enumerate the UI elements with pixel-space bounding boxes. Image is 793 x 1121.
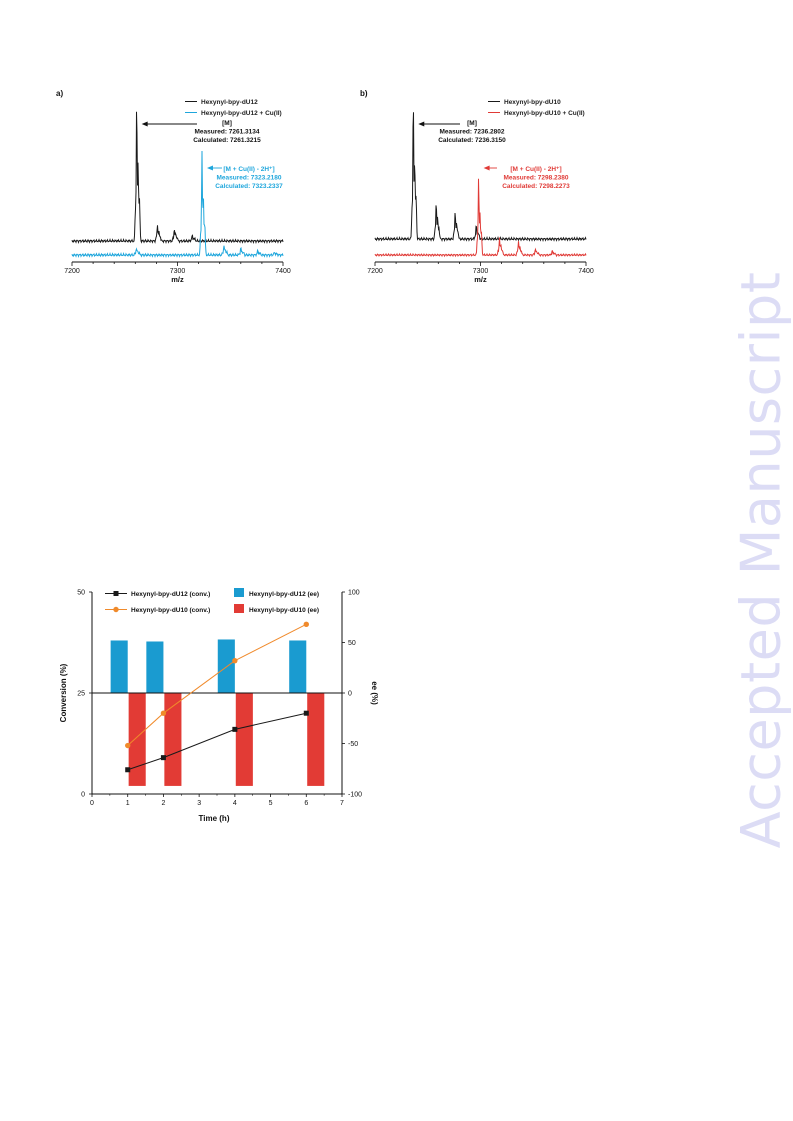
legend-label: Hexynyl-bpy-dU12 xyxy=(201,99,258,106)
conv-du12-point xyxy=(232,726,238,732)
x-tick-label: 7300 xyxy=(170,268,186,275)
ee-bar-du12 xyxy=(289,640,307,693)
ee-bar-du12 xyxy=(110,640,128,693)
conv-du10-line xyxy=(127,623,307,746)
legend-label: Hexynyl-bpy-dU10 (conv.) xyxy=(131,607,210,614)
mass-spectrum-panel-a: a) 7200 7300 7400 m/z Hexynyl-bpy-dU12 Hexynyl… xyxy=(56,89,291,284)
x-tick-label: 7300 xyxy=(473,268,489,275)
conv-du12-point xyxy=(160,755,166,761)
conv-du12-line xyxy=(127,712,307,771)
y-right-tick-label: 0 xyxy=(348,691,352,698)
conv-du10-point xyxy=(160,710,167,716)
legend-marker xyxy=(113,591,119,596)
conv-du10-point xyxy=(303,621,309,628)
x-tick-label: 7200 xyxy=(367,268,383,275)
y-axis-title: Conversion (%) xyxy=(59,663,68,722)
legend-label: Hexynyl-bpy-dU12 (conv.) xyxy=(131,591,210,598)
annotation-arrow-head xyxy=(418,121,425,127)
annotation-text-free: Calculated: 7236.3150 xyxy=(438,137,506,144)
ee-bar-du12 xyxy=(217,639,235,693)
ee-bar-du10 xyxy=(128,693,146,786)
conversion-ee-chart: 0 1 2 3 4 5 6 7 Time (h) 0 25 50 Conversion (%) -100 -… xyxy=(59,588,379,823)
annotation-arrow-head xyxy=(483,165,490,171)
watermark-text: Accepted Manuscript xyxy=(729,271,792,849)
legend-swatch xyxy=(234,604,244,613)
annotation-text-free: Measured: 7261.3134 xyxy=(194,129,259,136)
annotation-text-free: [M] xyxy=(222,120,232,127)
y-right-tick-label: 50 xyxy=(348,640,356,647)
annotation-arrow-head xyxy=(206,165,213,171)
watermark: Accepted Manuscript xyxy=(728,260,793,860)
panel-label: a) xyxy=(56,89,63,98)
annotation-text-free: Calculated: 7261.3215 xyxy=(193,137,261,144)
x-tick-label: 7200 xyxy=(64,268,80,275)
legend-label: Hexynyl-bpy-dU10 + Cu(II) xyxy=(504,110,585,117)
y-right-axis-title: ee (%) xyxy=(370,681,379,705)
legend-label: Hexynyl-bpy-dU10 (ee) xyxy=(249,607,319,614)
y-right-tick-label: -100 xyxy=(348,792,362,799)
legend-swatch xyxy=(234,588,244,597)
annotation-text-cu: Measured: 7323.2180 xyxy=(216,175,281,182)
annotation-text-free: Measured: 7236.2802 xyxy=(439,129,504,136)
annotation-text-cu: Calculated: 7298.2273 xyxy=(502,183,570,190)
x-axis-title: m/z xyxy=(171,275,184,284)
legend-marker xyxy=(113,606,119,613)
y-tick-label: 50 xyxy=(77,590,85,597)
spectrum-trace-cu xyxy=(71,150,284,259)
ee-bar-du10 xyxy=(164,693,182,786)
ee-bar-du12 xyxy=(146,641,164,693)
annotation-text-cu: [M + Cu(II) - 2H⁺] xyxy=(223,166,274,173)
conv-du10-point xyxy=(232,657,238,664)
annotation-text-cu: Measured: 7298.2380 xyxy=(503,175,568,182)
x-tick-label: 7400 xyxy=(275,268,291,275)
annotation-text-cu: Calculated: 7323.2337 xyxy=(215,183,283,190)
x-tick-label: 6 xyxy=(304,800,308,807)
spectrum-trace-cu xyxy=(374,178,587,258)
x-tick-label: 7400 xyxy=(578,268,594,275)
annotation-text-cu: [M + Cu(II) - 2H⁺] xyxy=(510,166,561,173)
conv-du12-point xyxy=(303,710,309,716)
x-tick-label: 4 xyxy=(233,800,237,807)
x-tick-label: 3 xyxy=(197,800,201,807)
y-right-tick-label: 100 xyxy=(348,590,360,597)
y-tick-label: 0 xyxy=(81,792,85,799)
panel-label: b) xyxy=(360,89,368,98)
x-tick-label: 7 xyxy=(340,800,344,807)
conv-du12-point xyxy=(125,767,131,773)
ee-bar-du10 xyxy=(307,693,325,786)
x-tick-label: 0 xyxy=(90,800,94,807)
annotation-text-free: [M] xyxy=(467,120,477,127)
y-tick-label: 25 xyxy=(77,691,85,698)
y-right-tick-label: -50 xyxy=(348,741,358,748)
legend-label: Hexynyl-bpy-dU10 xyxy=(504,99,561,106)
x-tick-label: 1 xyxy=(126,800,130,807)
spectrum-trace-free xyxy=(71,111,284,245)
x-tick-label: 5 xyxy=(269,800,273,807)
spectrum-trace-free xyxy=(374,112,587,242)
x-axis-title: Time (h) xyxy=(199,814,230,823)
annotation-arrow-head xyxy=(141,121,148,127)
conv-du10-point xyxy=(125,742,131,749)
mass-spectrum-panel-b: b) 7200 7300 7400 m/z Hexynyl-bpy-dU10 Hexynyl… xyxy=(360,89,594,284)
ee-bar-du10 xyxy=(235,693,253,786)
x-tick-label: 2 xyxy=(161,800,165,807)
legend-label: Hexynyl-bpy-dU12 + Cu(II) xyxy=(201,110,282,117)
legend-label: Hexynyl-bpy-dU12 (ee) xyxy=(249,591,319,598)
x-axis-title: m/z xyxy=(474,275,487,284)
